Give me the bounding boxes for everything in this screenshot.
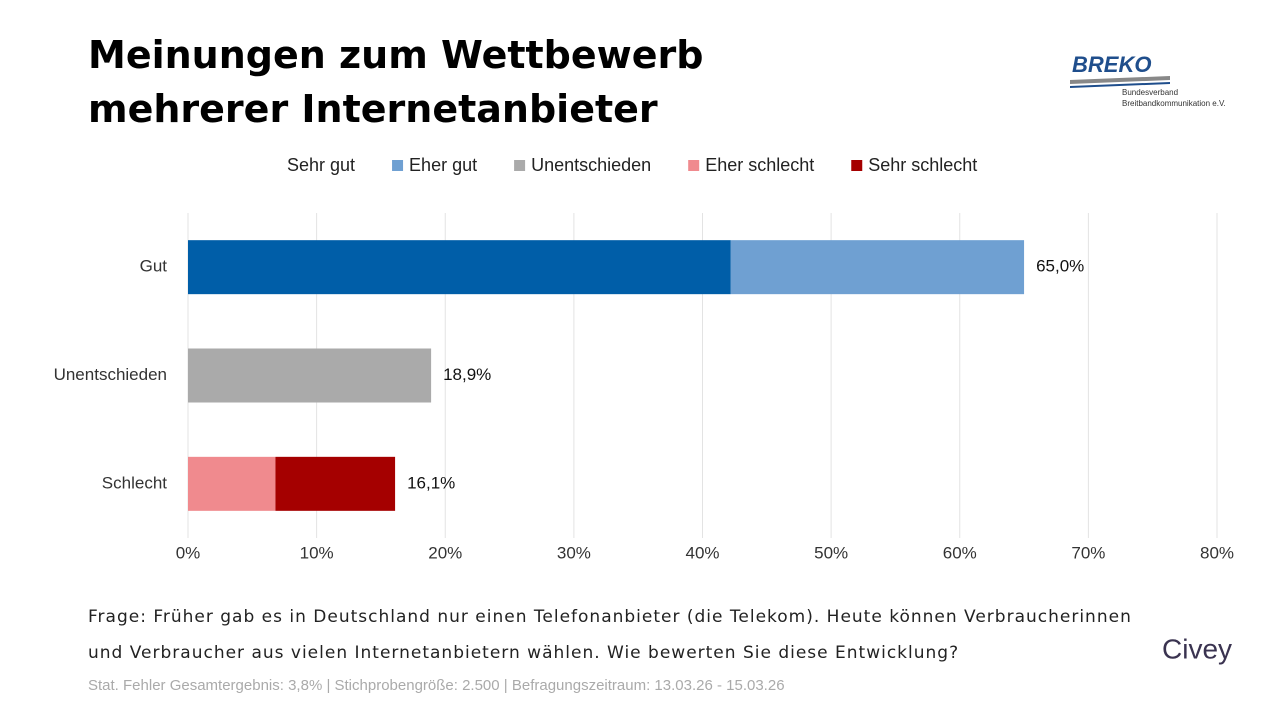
bar-segment [188,456,276,511]
total-label: 16,1% [407,473,455,492]
logo-line: Breitbandkommunikation e.V. [1122,99,1226,108]
chart-title: Meinungen zum Wettbewerb mehrerer Intern… [88,33,704,131]
y-tick-label: Unentschieden [54,365,167,384]
legend-marker [514,160,526,171]
y-tick-label: Schlecht [102,473,167,492]
x-tick-label: 0% [176,543,201,562]
x-tick-label: 40% [685,543,719,562]
brand: Civey [1162,633,1232,664]
logo-swoosh [1070,76,1170,84]
legend-label: Unentschieden [531,155,651,175]
title-box: Meinungen zum Wettbewerb mehrerer Intern… [88,33,704,131]
logo: BREKO Bundesverband Breitbandkommunikati… [1070,52,1226,108]
legend-marker [851,160,863,171]
x-tick-label: 70% [1071,543,1105,562]
footnote: Stat. Fehler Gesamtergebnis: 3,8% | Stic… [88,677,785,694]
x-tick-label: 20% [428,543,462,562]
legend-marker [392,160,404,171]
x-tick-label: 10% [300,543,334,562]
bar-segment [275,456,396,511]
x-tick-label: 50% [814,543,848,562]
legend-label: Eher schlecht [705,155,814,175]
question: Frage: Früher gab es in Deutschland nur … [88,607,1132,627]
bar-segment [188,240,731,295]
x-tick-label: 30% [557,543,591,562]
question: und Verbraucher aus vielen Internetanbie… [88,643,959,663]
total-label: 18,9% [443,365,491,384]
legend-label: Sehr schlecht [868,155,977,175]
logo-name: BREKO [1072,52,1151,77]
logo-swoosh [1070,82,1170,88]
legend-marker [688,160,700,171]
legend-label: Sehr gut [287,155,355,175]
logo-line: Bundesverband [1122,88,1178,97]
total-label: 65,0% [1036,257,1084,276]
x-tick-label: 60% [943,543,977,562]
legend-label: Eher gut [409,155,477,175]
bar-segment [730,240,1025,295]
y-tick-label: Gut [140,257,168,276]
bar-segment [188,348,432,403]
x-tick-label: 80% [1200,543,1234,562]
